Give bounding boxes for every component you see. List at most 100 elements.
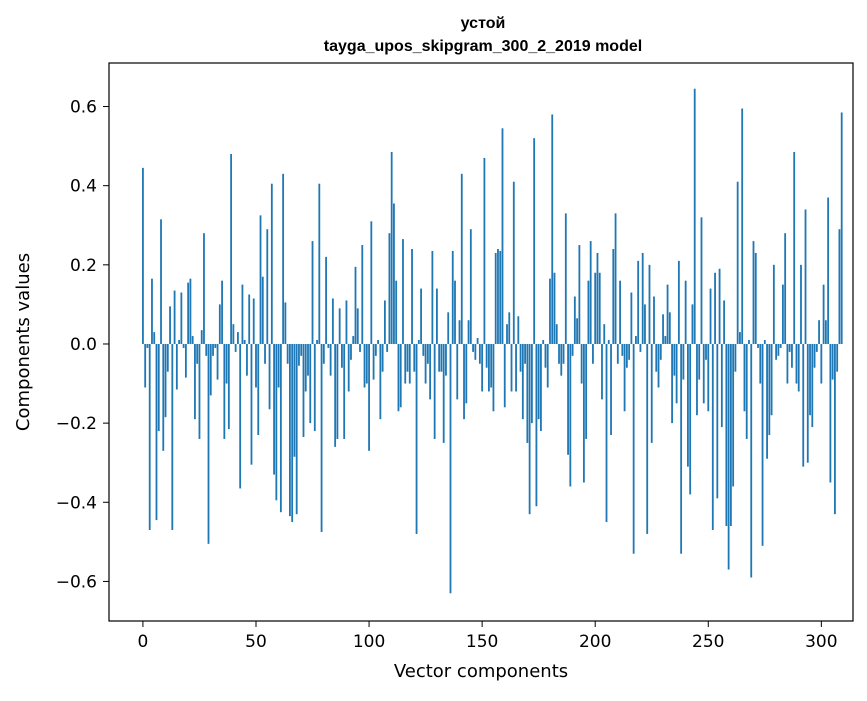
bar xyxy=(417,340,420,344)
bar xyxy=(603,324,606,344)
bar xyxy=(558,343,560,364)
bar xyxy=(313,343,316,432)
chart-subtitle: tayga_upos_skipgram_300_2_2019 model xyxy=(324,38,642,55)
bar xyxy=(481,343,484,392)
bar xyxy=(562,343,565,364)
bar xyxy=(341,343,343,368)
bar xyxy=(175,343,178,390)
y-tick-label: 0.2 xyxy=(70,256,97,276)
bar xyxy=(157,343,160,432)
bar xyxy=(180,292,183,344)
bar xyxy=(440,343,443,372)
bar xyxy=(279,343,282,513)
bar xyxy=(273,343,275,475)
bar xyxy=(687,343,689,467)
bar xyxy=(198,343,201,439)
bar xyxy=(304,343,307,392)
bar xyxy=(203,233,205,344)
bar xyxy=(494,252,497,344)
bar xyxy=(153,332,156,344)
bar xyxy=(573,296,576,344)
bar xyxy=(806,343,809,463)
bar xyxy=(255,343,257,388)
bar xyxy=(194,343,196,420)
bar xyxy=(146,343,149,348)
bar xyxy=(508,312,511,344)
bar xyxy=(666,284,669,344)
bar xyxy=(431,250,434,344)
bar xyxy=(264,343,266,364)
bar xyxy=(723,300,726,344)
bar xyxy=(788,343,791,352)
bar xyxy=(327,343,330,348)
bar xyxy=(259,215,262,344)
bar xyxy=(336,343,339,439)
bar xyxy=(275,343,278,501)
bar xyxy=(438,343,441,372)
bar xyxy=(334,343,337,447)
bar xyxy=(205,343,208,356)
x-ticks-group: 0 50 100 150 200 250 300 xyxy=(138,621,838,652)
bar xyxy=(553,272,556,344)
bar xyxy=(393,203,395,344)
y-tick-label: 0.6 xyxy=(70,98,97,118)
bar xyxy=(189,278,192,344)
bar xyxy=(449,343,452,594)
bar xyxy=(485,343,488,368)
bar xyxy=(820,343,823,384)
bar xyxy=(436,288,438,344)
bar xyxy=(386,343,389,352)
bar xyxy=(650,343,653,443)
bar xyxy=(601,343,603,400)
bar xyxy=(754,252,757,344)
bar xyxy=(234,343,237,352)
bar xyxy=(478,343,481,364)
y-tick-label: −0.2 xyxy=(56,414,97,434)
bar xyxy=(316,340,318,344)
bar xyxy=(739,332,741,344)
bar xyxy=(653,296,655,344)
bar xyxy=(791,343,793,368)
bar xyxy=(727,343,730,570)
bar xyxy=(623,343,626,412)
bar xyxy=(777,343,780,356)
bar xyxy=(248,294,251,344)
y-ticks-group: −0.6 −0.4 −0.2 0.0 0.2 0.4 0.6 xyxy=(56,98,109,592)
bar xyxy=(736,181,739,344)
bar xyxy=(664,336,667,344)
bar xyxy=(533,138,536,344)
bar xyxy=(655,343,658,372)
bar xyxy=(277,343,280,388)
bar xyxy=(359,343,361,352)
y-axis-label: Components values xyxy=(13,253,34,431)
bar xyxy=(748,340,750,344)
bar xyxy=(232,324,235,344)
bar xyxy=(390,152,393,344)
bar xyxy=(677,260,680,344)
bar xyxy=(614,213,617,344)
bar xyxy=(657,343,660,388)
bar xyxy=(182,343,185,348)
bar xyxy=(433,343,436,439)
bar xyxy=(426,343,429,364)
bar xyxy=(540,343,542,432)
bar xyxy=(243,340,246,344)
bar xyxy=(766,343,768,459)
bar xyxy=(691,304,694,344)
bar xyxy=(829,343,832,483)
bar xyxy=(800,264,802,344)
x-tick-label: 50 xyxy=(245,632,267,652)
bar xyxy=(200,330,203,344)
bar xyxy=(720,343,723,428)
bar xyxy=(166,343,169,372)
bar xyxy=(815,343,818,352)
bar xyxy=(218,304,221,344)
bar xyxy=(607,340,610,344)
bar xyxy=(191,336,194,344)
bar xyxy=(497,249,499,344)
bar xyxy=(610,343,612,435)
bar xyxy=(361,245,364,344)
bar xyxy=(442,343,445,443)
bar xyxy=(151,278,153,344)
